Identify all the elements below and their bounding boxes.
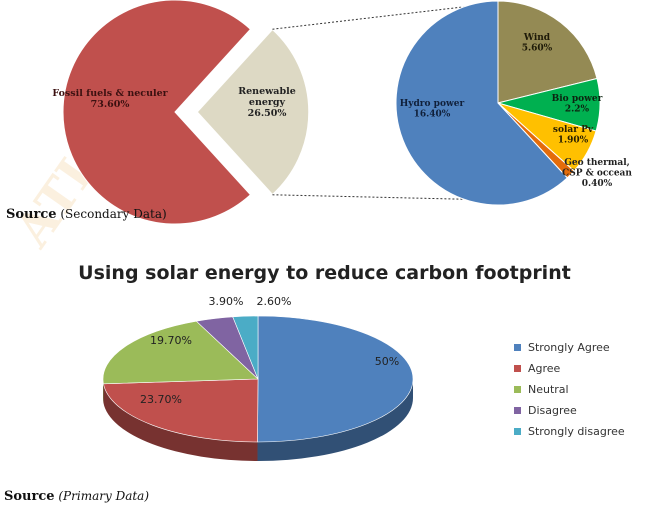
pie-side-strongly-agree (257, 379, 413, 461)
explode-connector-lines (272, 2, 498, 201)
legend-label: Strongly disagree (528, 425, 625, 438)
pie-slice-renewable-energy (195, 28, 310, 196)
data-label-neutral: 19.70% (150, 334, 192, 347)
legend-swatch (514, 344, 521, 351)
pie-slice-agree (103, 378, 259, 443)
connector-line-bottom (272, 194, 498, 201)
slice-label-geo-thermal-csp-occean: Geo thermal, CSP & occean 0.40% (562, 158, 632, 189)
pie-slice-neutral (102, 320, 259, 385)
source-detail: (Primary Data) (58, 489, 150, 503)
slice-label-renewable-energy: Renewable energy 26.50% (238, 86, 296, 119)
pie-slice-hydro-power (395, 0, 569, 206)
pie-slice-strongly-agree (257, 315, 413, 443)
pie-side-agree (103, 383, 258, 461)
connector-line-top (272, 2, 498, 30)
slice-label-fossil-fuels-neculer: Fossil fuels & neculer 73.60% (52, 88, 168, 110)
legend-item-disagree: Disagree (514, 400, 625, 421)
pie-slice-fossil-fuels-neculer (62, 0, 252, 225)
chart-fossil-vs-renewable: Fossil fuels & neculer 73.60% Renewable ene… (52, 0, 310, 225)
legend-label: Agree (528, 362, 561, 375)
data-label-disagree: 3.90% (209, 295, 244, 308)
slice-label-hydro-power: Hydro power 16.40% (400, 99, 465, 120)
data-label-strongly-disagree: 2.60% (257, 295, 292, 308)
source-secondary: Source (Secondary Data) (6, 207, 167, 222)
legend-item-strongly-agree: Strongly Agree (514, 337, 625, 358)
legend-label: Disagree (528, 404, 577, 417)
slice-label-bio-power: Bio power 2.2% (552, 94, 603, 115)
pie-slice-wind (497, 0, 598, 104)
pie-slice-strongly-disagree (232, 315, 259, 380)
data-label-strongly-agree: 50% (375, 355, 399, 368)
legend-item-strongly-disagree: Strongly disagree (514, 421, 625, 442)
legend-label: Neutral (528, 383, 569, 396)
source-label: Source (6, 207, 57, 222)
source-label: Source (4, 489, 55, 504)
legend-swatch (514, 365, 521, 372)
data-label-agree: 23.70% (140, 393, 182, 406)
chart-title: Using solar energy to reduce carbon foot… (78, 262, 571, 284)
chart-renewable-breakdown: Hydro power 16.40% Wind 5.60% Bio power 2.2% s… (395, 0, 632, 206)
source-primary: Source (Primary Data) (4, 489, 149, 504)
chart-legend: Strongly Agree Agree Neutral Disagree Strong… (514, 337, 625, 442)
pie-3d-sides (103, 379, 413, 461)
chart-solar-survey: 50% 23.70% 19.70% 3.90% 2.60% (102, 295, 413, 461)
legend-item-agree: Agree (514, 358, 625, 379)
legend-swatch (514, 407, 521, 414)
legend-item-neutral: Neutral (514, 379, 625, 400)
slice-label-solar-pv: solar Pv 1.90% (553, 125, 594, 146)
legend-swatch (514, 428, 521, 435)
slice-label-wind: Wind 5.60% (522, 33, 553, 54)
legend-swatch (514, 386, 521, 393)
source-detail: (Secondary Data) (60, 207, 167, 221)
legend-label: Strongly Agree (528, 341, 610, 354)
